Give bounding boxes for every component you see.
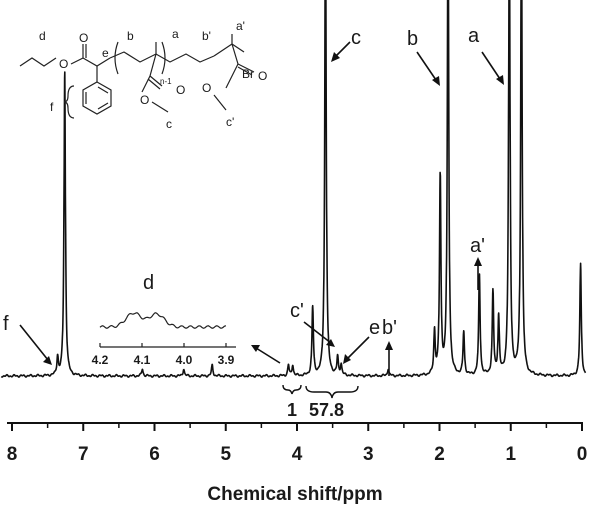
peak-label-f: f (3, 313, 9, 335)
repeat-bracket-right (161, 41, 166, 75)
integral-label-2: 57.8 (309, 400, 344, 420)
arrowhead-d (251, 345, 260, 352)
repeat-subscript: n-1 (160, 77, 172, 86)
x-tick-label: 8 (7, 444, 18, 465)
peak-annotations: f c' c e b' b a' a (3, 25, 504, 376)
integral-label-1: 1 (287, 400, 297, 420)
struct-label-a: a (172, 27, 179, 41)
struct-label-b: b (127, 29, 134, 43)
phenyl-double (85, 86, 109, 110)
arrow-c (335, 41, 351, 57)
ethyl-chain (19, 57, 57, 67)
spectrum-line (0, 0, 587, 378)
inset-label: d (143, 272, 154, 294)
inset: 4.2 4.1 4.0 3.9 d (92, 272, 236, 367)
carbonyl-o-1: O (79, 31, 88, 45)
ester-c-prime-single (225, 63, 239, 89)
struct-label-f: f (50, 100, 54, 114)
ester-o-1: O (59, 57, 68, 71)
x-axis-ticks: 8 7 6 5 4 3 2 1 0 (7, 423, 588, 465)
arrow-a (481, 51, 501, 80)
struct-brace-f (63, 85, 75, 119)
integral-brace-2 (305, 385, 359, 399)
phenyl-ring (82, 81, 112, 115)
x-tick-label: 4 (292, 444, 303, 465)
ester-c-prime-o: O (202, 81, 211, 95)
arrowhead-a (496, 75, 504, 85)
struct-label-e: e (102, 46, 109, 60)
x-tick-label: 5 (220, 444, 231, 465)
arrow-c-prime (303, 321, 332, 344)
br-bond (231, 43, 245, 53)
integral-brace-1 (282, 384, 302, 395)
inset-tick-label: 4.2 (92, 353, 109, 367)
arrowhead-c-prime (326, 339, 335, 347)
ester-c-carbonyl (147, 75, 163, 90)
struct-label-d: d (39, 29, 46, 43)
x-tick-label: 2 (434, 444, 445, 465)
arrow-b (416, 51, 437, 81)
struct-label-b-prime: b' (202, 29, 211, 43)
struct-label-a-prime: a' (236, 19, 245, 33)
peak-label-b-prime: b' (382, 317, 397, 339)
struct-label-c: c (166, 117, 172, 131)
ester-bond (70, 44, 84, 65)
inset-tick-label: 4.1 (134, 353, 151, 367)
backbone (109, 51, 215, 63)
x-tick-label: 6 (149, 444, 160, 465)
inset-ticks: 4.2 4.1 4.0 3.9 (92, 343, 235, 367)
peak-label-c-prime: c' (290, 300, 304, 322)
chemical-structure: O O n-1 O O Br O O d e b a (19, 19, 267, 131)
x-tick-label: 0 (577, 444, 588, 465)
repeat-bracket-left (114, 41, 119, 75)
peak-label-a-prime: a' (470, 235, 485, 257)
x-tick-label: 7 (78, 444, 89, 465)
x-tick-label: 3 (363, 444, 374, 465)
struct-label-c-prime: c' (226, 115, 234, 129)
methoxy-c (151, 101, 169, 113)
ester-c-prime-o-dbl: O (258, 69, 267, 83)
ester-c-o: O (140, 93, 149, 107)
arrow-f (19, 324, 49, 361)
ester-c-single (141, 75, 151, 93)
methoxy-c-prime (213, 94, 227, 111)
arrow-e (346, 336, 370, 360)
x-axis-title: Chemical shift/ppm (207, 484, 382, 505)
arrowhead-b (432, 76, 440, 86)
inset-spectrum-line (99, 312, 227, 329)
integrals: 1 57.8 (282, 384, 359, 420)
peak-label-c: c (351, 27, 361, 49)
inset-tick-label: 4.0 (176, 353, 193, 367)
arrow-d (255, 347, 281, 364)
arrowhead-f (43, 356, 52, 365)
arrowhead-e (343, 354, 351, 364)
inset-tick-label: 3.9 (218, 353, 235, 367)
ester-c-bond (149, 53, 157, 77)
arrowhead-b-prime (385, 341, 393, 350)
peak-label-b: b (407, 28, 418, 50)
x-tick-label: 1 (505, 444, 516, 465)
peak-label-a: a (468, 25, 480, 47)
methyl-a-prime (213, 34, 233, 57)
ester-c-o-dbl: O (176, 83, 185, 97)
peak-label-e: e (369, 317, 380, 339)
arrowhead-c (331, 52, 340, 62)
arrowhead-a-prime (474, 257, 482, 266)
